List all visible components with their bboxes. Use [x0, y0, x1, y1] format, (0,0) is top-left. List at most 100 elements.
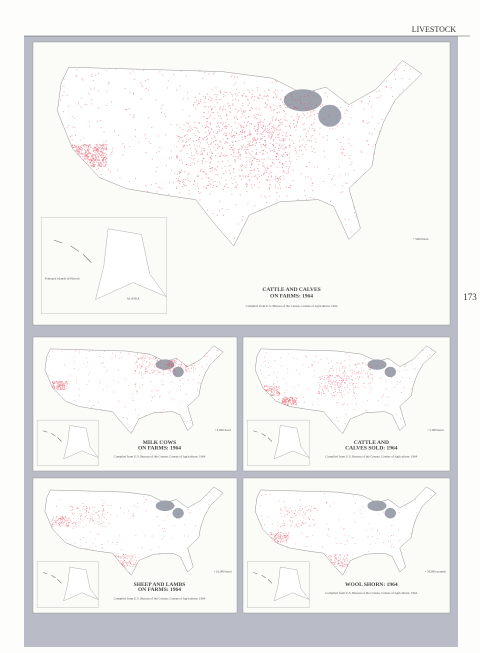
dot	[80, 517, 82, 519]
dot	[283, 533, 285, 534]
dot	[58, 381, 60, 383]
dot	[364, 358, 366, 360]
dot	[202, 157, 204, 159]
dot	[152, 356, 154, 358]
dot	[144, 80, 146, 82]
dot	[390, 540, 392, 542]
dot	[223, 172, 225, 174]
dot	[187, 177, 189, 179]
dot	[281, 123, 283, 125]
dot	[338, 564, 340, 566]
dot	[95, 512, 97, 514]
dot	[285, 507, 287, 509]
dot	[104, 517, 106, 519]
dot	[105, 147, 108, 149]
dot	[176, 390, 178, 392]
dot	[265, 494, 267, 495]
dot	[192, 367, 194, 369]
dot	[313, 370, 315, 372]
dot	[200, 169, 202, 171]
dot	[83, 505, 85, 507]
dot	[52, 522, 54, 524]
dot	[120, 556, 122, 558]
dot	[246, 146, 248, 149]
dot	[233, 152, 235, 154]
dot	[134, 563, 136, 565]
dot	[267, 366, 269, 368]
dot	[344, 559, 346, 561]
dot	[345, 173, 347, 175]
dot	[281, 365, 283, 367]
dot	[339, 555, 341, 557]
dot	[171, 398, 173, 400]
dot	[193, 157, 195, 159]
dot	[267, 130, 270, 132]
dot	[215, 96, 217, 98]
dot	[276, 541, 278, 543]
dot	[257, 122, 259, 124]
dot	[78, 388, 80, 390]
dot	[249, 172, 251, 174]
dot	[351, 375, 352, 377]
dot	[80, 515, 82, 517]
dot	[198, 145, 200, 147]
dot	[193, 154, 195, 156]
dot	[219, 156, 221, 158]
dot	[222, 96, 224, 98]
dot	[280, 537, 282, 539]
dot	[217, 111, 219, 113]
dot	[275, 177, 277, 179]
dot	[278, 129, 280, 131]
dot	[343, 555, 345, 557]
dot	[330, 554, 332, 556]
dot	[293, 513, 295, 515]
dot	[298, 146, 300, 148]
dot	[287, 170, 289, 172]
dot	[57, 386, 59, 388]
dot	[227, 102, 229, 104]
dot	[145, 367, 147, 369]
dot	[255, 139, 257, 141]
dot	[346, 378, 348, 380]
dot	[100, 516, 102, 518]
dot	[162, 74, 164, 76]
dot	[370, 106, 373, 108]
dot	[160, 107, 162, 109]
dot	[328, 379, 330, 381]
dot	[269, 123, 271, 125]
dot	[180, 380, 181, 382]
dot	[297, 396, 299, 398]
dot	[261, 97, 263, 99]
dot	[176, 89, 178, 91]
dot	[183, 124, 185, 126]
dot	[240, 124, 242, 126]
dot	[338, 166, 340, 168]
dot	[342, 565, 344, 567]
dot	[275, 119, 277, 121]
dot	[55, 387, 57, 389]
dot	[241, 145, 243, 147]
dot	[376, 529, 378, 531]
dot	[222, 109, 224, 111]
dot	[300, 103, 302, 105]
dot	[335, 558, 337, 560]
great-lakes	[367, 500, 387, 512]
dot	[236, 94, 238, 96]
dot	[219, 183, 222, 185]
dot	[243, 110, 245, 112]
dot	[255, 107, 257, 109]
dot	[310, 364, 312, 366]
dot	[206, 124, 208, 126]
dot	[119, 556, 121, 558]
dot	[303, 511, 305, 513]
dot	[400, 392, 402, 393]
dot	[265, 179, 267, 181]
dot	[302, 363, 304, 365]
dot	[327, 376, 329, 378]
dot	[267, 95, 269, 97]
dot	[248, 133, 251, 135]
dot	[81, 513, 82, 515]
dot	[295, 399, 297, 401]
dot	[93, 405, 95, 406]
dot	[338, 384, 340, 386]
